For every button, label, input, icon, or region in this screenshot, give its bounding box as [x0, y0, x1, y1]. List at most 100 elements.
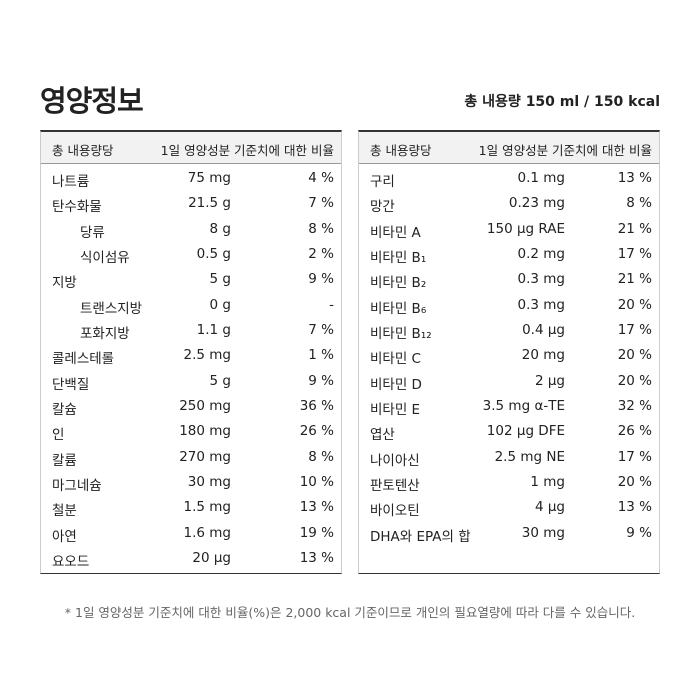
daily-percent: 20 %	[617, 347, 652, 364]
nutrient-amount: 1.5 mg	[183, 499, 231, 516]
nutrient-amount: 150 μg RAE	[486, 220, 565, 237]
nutrient-amount: 0.23 mg	[508, 195, 565, 212]
title: 영양정보	[40, 84, 144, 118]
nutrient-name: 콜레스테롤	[52, 351, 115, 368]
daily-percent: 17 %	[617, 448, 652, 465]
nutrient-amount: 20 mg	[521, 347, 565, 364]
nutrient-name: 비타민 D	[370, 376, 422, 393]
nutrient-name: 탄수화물	[52, 199, 102, 216]
daily-percent: 7 %	[308, 195, 334, 212]
nutrient-name: 식이섬유	[80, 249, 130, 266]
nutrient-amount: 5 g	[209, 271, 231, 288]
nutrient-name: 비타민 B₁	[370, 249, 427, 266]
daily-percent: 8 %	[308, 220, 334, 237]
daily-percent: 8 %	[626, 195, 652, 212]
daily-percent: 2 %	[308, 245, 334, 262]
nutrient-name: 칼륨	[52, 452, 77, 469]
nutrient-name: 비타민 E	[370, 401, 421, 418]
nutrient-amount: 3.5 mg α-TE	[482, 397, 565, 414]
daily-percent: 9 %	[308, 271, 334, 288]
daily-percent: 26 %	[299, 423, 334, 440]
nutrient-name: 비타민 A	[370, 224, 421, 241]
table-header: 총 내용량당 1일 영양성분 기준치에 대한 비율	[359, 132, 659, 164]
daily-percent: 20 %	[617, 296, 652, 313]
nutrient-name: 철분	[52, 503, 77, 520]
nutrient-amount: 1 mg	[530, 473, 565, 490]
nutrient-amount: 8 g	[209, 220, 231, 237]
column-header: 총 내용량당	[52, 143, 114, 158]
daily-percent: 21 %	[617, 220, 652, 237]
daily-percent: 1 %	[308, 347, 334, 364]
daily-percent: 13 %	[617, 499, 652, 516]
nutrient-amount: 5 g	[209, 372, 231, 389]
nutrient-amount: 2.5 mg NE	[494, 448, 565, 465]
nutrient-name: 바이오틴	[370, 503, 420, 520]
daily-percent: 20 %	[617, 473, 652, 490]
nutrient-name: 비타민 B₁₂	[370, 325, 432, 342]
nutrient-name: 당류	[80, 224, 105, 241]
daily-percent: 4 %	[308, 170, 334, 186]
nutrient-amount: 1.1 g	[196, 321, 231, 338]
nutrient-amount: 0.3 mg	[517, 296, 565, 313]
nutrient-amount: 102 μg DFE	[486, 423, 565, 440]
nutrient-name: 나트륨	[52, 174, 90, 190]
column-header: 총 내용량당	[370, 143, 432, 158]
daily-percent: 17 %	[617, 245, 652, 262]
nutrient-amount: 2 μg	[534, 372, 565, 389]
nutrient-name: 인	[52, 427, 65, 444]
nutrient-amount: 1.6 mg	[183, 524, 231, 541]
nutrient-amount: 30 mg	[521, 524, 565, 541]
nutrient-name: 나이아신	[370, 452, 420, 469]
daily-percent: 9 %	[626, 524, 652, 541]
daily-percent: 7 %	[308, 321, 334, 338]
daily-percent: 36 %	[299, 397, 334, 414]
nutrient-name: 비타민 B₆	[370, 300, 427, 317]
daily-percent: 13 %	[299, 549, 334, 566]
nutrient-name: 비타민 C	[370, 351, 421, 368]
nutrient-amount: 250 mg	[179, 397, 231, 414]
daily-percent: 17 %	[617, 321, 652, 338]
daily-percent: 32 %	[617, 397, 652, 414]
daily-percent: 10 %	[299, 473, 334, 490]
nutrient-name: 망간	[370, 199, 395, 216]
nutrient-name: DHA와 EPA의 합	[370, 528, 471, 545]
nutrient-amount: 0.2 mg	[517, 245, 565, 262]
nutrient-amount: 4 μg	[534, 499, 565, 516]
daily-percent: 13 %	[299, 499, 334, 516]
nutrient-amount: 180 mg	[179, 423, 231, 440]
nutrient-amount: 0.1 mg	[517, 170, 565, 186]
serving-info: 총 내용량 150 ml / 150 kcal	[464, 94, 660, 110]
nutrient-amount: 75 mg	[187, 170, 231, 186]
daily-percent: 9 %	[308, 372, 334, 389]
nutrient-amount: 0.4 μg	[522, 321, 565, 338]
nutrient-name: 단백질	[52, 376, 90, 393]
daily-percent: 26 %	[617, 423, 652, 440]
nutrient-name: 칼슘	[52, 401, 77, 418]
nutrient-name: 아연	[52, 528, 77, 545]
column-header: 1일 영양성분 기준치에 대한 비율	[478, 143, 652, 158]
nutrient-name: 지방	[52, 275, 77, 292]
nutrient-name: 마그네슘	[52, 477, 102, 494]
daily-percent: -	[329, 296, 334, 313]
nutrient-name: 구리	[370, 174, 395, 190]
nutrient-name: 포화지방	[80, 325, 130, 342]
daily-percent: 13 %	[617, 170, 652, 186]
nutrient-amount: 0.3 mg	[517, 271, 565, 288]
nutrient-name: 판토텐산	[370, 477, 420, 494]
footnote: * 1일 영양성분 기준치에 대한 비율(%)은 2,000 kcal 기준이므…	[64, 605, 636, 620]
table-header: 총 내용량당 1일 영양성분 기준치에 대한 비율	[41, 132, 341, 164]
nutrient-amount: 0 g	[209, 296, 231, 313]
nutrient-name: 요오드	[52, 553, 90, 570]
nutrient-amount: 21.5 g	[188, 195, 231, 212]
nutrient-name: 트랜스지방	[80, 300, 143, 317]
daily-percent: 21 %	[617, 271, 652, 288]
nutrient-name: 엽산	[370, 427, 395, 444]
nutrient-amount: 270 mg	[179, 448, 231, 465]
daily-percent: 19 %	[299, 524, 334, 541]
nutrient-amount: 30 mg	[187, 473, 231, 490]
nutrient-amount: 0.5 g	[196, 245, 231, 262]
daily-percent: 20 %	[617, 372, 652, 389]
